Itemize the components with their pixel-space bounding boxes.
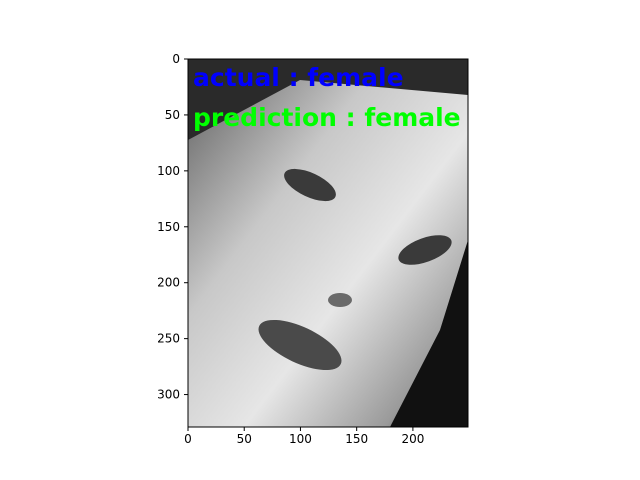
x-tick-label: 50 <box>237 432 252 446</box>
y-tick-label: 200 <box>157 276 180 290</box>
image <box>188 59 468 427</box>
x-tick-label: 0 <box>184 432 192 446</box>
annotation: prediction : female <box>193 103 461 132</box>
y-tick-label: 0 <box>172 52 180 66</box>
axes-frame <box>187 58 469 428</box>
y-tick-label: 300 <box>157 388 180 402</box>
y-tick-label: 250 <box>157 332 180 346</box>
y-tick-label: 100 <box>157 164 180 178</box>
y-tick-label: 150 <box>157 220 180 234</box>
y-tick-label: 50 <box>165 108 180 122</box>
x-tick-label: 200 <box>401 432 424 446</box>
annotation: actual : female <box>193 63 404 92</box>
x-tick-label: 100 <box>289 432 312 446</box>
x-tick-label: 150 <box>345 432 368 446</box>
